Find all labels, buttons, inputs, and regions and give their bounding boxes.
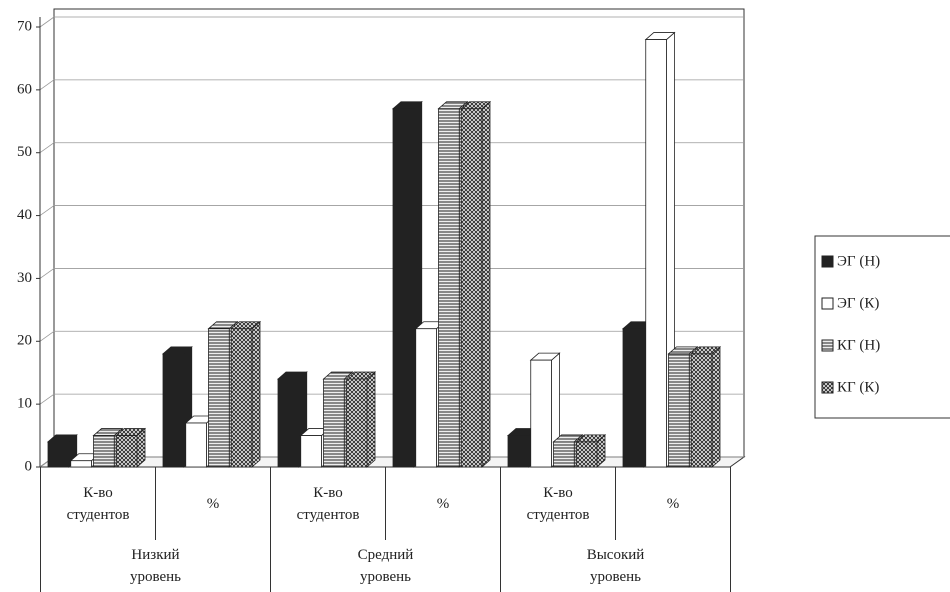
x-tick-label-text: К-во студентов bbox=[296, 484, 360, 523]
y-tick-label: 50 bbox=[17, 144, 32, 160]
bar bbox=[185, 422, 207, 468]
bar bbox=[645, 39, 667, 468]
bar bbox=[575, 441, 598, 468]
group-label: Низкий уровень bbox=[40, 540, 270, 592]
group-label-text: Низкий уровень bbox=[129, 547, 182, 585]
bar bbox=[438, 108, 460, 468]
grid-line-side bbox=[39, 79, 55, 91]
y-tick-label: 20 bbox=[17, 333, 32, 349]
bar bbox=[392, 108, 415, 468]
bar bbox=[668, 353, 690, 468]
grid-line-side bbox=[39, 268, 55, 279]
x-tick-label-text: % bbox=[666, 495, 680, 512]
bar bbox=[415, 328, 437, 468]
legend-swatch bbox=[821, 255, 834, 268]
grid-line-side bbox=[39, 393, 55, 405]
x-tick-label: К-во студентов bbox=[500, 467, 615, 540]
bar bbox=[93, 435, 115, 468]
y-tick-label: 0 bbox=[25, 458, 33, 474]
bar bbox=[553, 441, 575, 468]
group-label-text: Высокий уровень bbox=[586, 547, 645, 585]
x-tick-label: % bbox=[615, 467, 730, 540]
y-tick-label: 40 bbox=[17, 207, 32, 223]
bar-side bbox=[251, 320, 261, 468]
group-label-text: Средний уровень bbox=[357, 547, 414, 585]
grid-line-side bbox=[39, 205, 55, 216]
bar-side bbox=[481, 100, 491, 468]
bar bbox=[47, 441, 70, 468]
bar-side bbox=[366, 371, 376, 468]
bar bbox=[115, 435, 138, 468]
bar bbox=[300, 435, 322, 468]
y-tick-label: 70 bbox=[17, 18, 32, 34]
legend-swatch bbox=[821, 381, 834, 394]
group-label: Средний уровень bbox=[270, 540, 500, 592]
legend-label: КГ (Н) bbox=[837, 337, 880, 353]
group-label: Высокий уровень bbox=[500, 540, 730, 592]
legend-label: КГ (К) bbox=[837, 379, 879, 395]
bar bbox=[690, 353, 713, 468]
x-tick-label-text: % bbox=[436, 495, 450, 512]
x-tick-label: К-во студентов bbox=[40, 467, 155, 540]
grid-line-side bbox=[39, 142, 55, 154]
y-tick-label: 60 bbox=[17, 81, 32, 97]
y-tick-label: 10 bbox=[17, 396, 32, 412]
bar bbox=[323, 378, 345, 468]
legend-label: ЭГ (Н) bbox=[837, 253, 880, 269]
bar bbox=[345, 378, 368, 468]
x-tick-label-text: К-во студентов bbox=[526, 484, 590, 523]
x-tick-label-text: % bbox=[206, 495, 220, 512]
bar bbox=[162, 353, 185, 468]
x-tick-label: % bbox=[155, 467, 270, 540]
bar bbox=[460, 108, 483, 468]
bar bbox=[622, 328, 645, 468]
bar-side bbox=[711, 345, 721, 468]
bar bbox=[208, 328, 230, 468]
bar bbox=[277, 378, 300, 468]
y-tick-label: 30 bbox=[17, 270, 32, 286]
grid-line-side bbox=[39, 16, 55, 28]
x-tick-label-text: К-во студентов bbox=[66, 484, 130, 523]
x-tick-label: % bbox=[385, 467, 500, 540]
legend-swatch bbox=[821, 297, 834, 310]
legend-label: ЭГ (К) bbox=[837, 295, 879, 311]
table-end bbox=[730, 467, 731, 592]
x-tick-label: К-во студентов bbox=[270, 467, 385, 540]
legend-swatch bbox=[821, 339, 834, 352]
bar bbox=[230, 328, 253, 468]
bar bbox=[507, 435, 530, 468]
grid-line-side bbox=[39, 330, 55, 342]
legend-box bbox=[814, 235, 950, 419]
bar bbox=[70, 460, 92, 468]
bar bbox=[530, 359, 552, 468]
